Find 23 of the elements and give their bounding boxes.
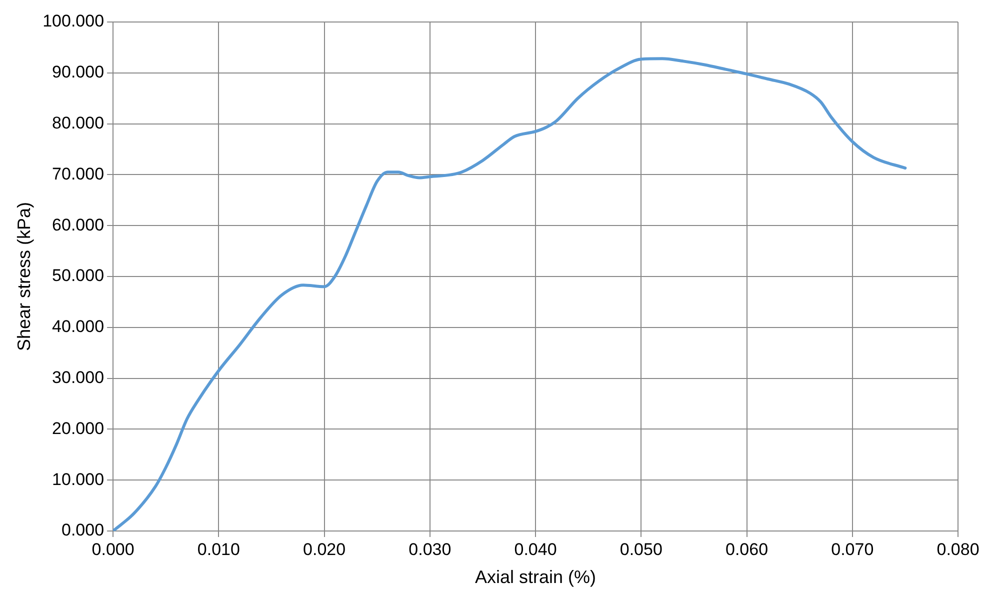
x-tick-label: 0.060: [725, 540, 768, 559]
line-series: [113, 57, 907, 531]
y-tick-label: 100.000: [42, 12, 104, 31]
x-tick-label: 0.050: [620, 540, 662, 559]
x-tick-label: 0.010: [197, 540, 240, 559]
x-tick-label: 0.080: [936, 540, 980, 559]
x-tick-label: 0.000: [92, 540, 134, 559]
x-tick-label: 0.070: [831, 540, 874, 559]
y-tick-label: 0.000: [62, 520, 104, 540]
y-tick-label: 40.000: [52, 317, 104, 336]
x-tick-label: 0.030: [408, 540, 452, 559]
x-tick-label: 0.020: [303, 540, 346, 559]
y-tick-label: 50.000: [52, 266, 104, 286]
y-tick-label: 20.000: [52, 418, 104, 438]
x-tick-label: 0.040: [514, 540, 557, 559]
x-axis-title: Axial strain (%): [475, 567, 596, 588]
y-tick-label: 60.000: [52, 215, 104, 234]
y-tick-label: 10.000: [52, 470, 104, 489]
y-tick-label: 70.000: [52, 164, 104, 184]
y-tick-label: 80.000: [52, 113, 104, 132]
y-tick-label: 90.000: [52, 62, 104, 82]
y-axis-title: Shear stress (kPa): [14, 202, 34, 352]
y-tick-label: 30.000: [52, 368, 104, 387]
